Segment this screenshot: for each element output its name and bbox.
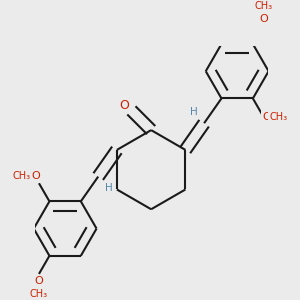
Text: CH₃: CH₃ — [254, 1, 272, 11]
Text: CH₃: CH₃ — [12, 171, 31, 181]
Text: O: O — [31, 171, 40, 181]
Text: O: O — [119, 99, 129, 112]
Text: H: H — [190, 106, 197, 117]
Text: CH₃: CH₃ — [269, 112, 287, 122]
Text: H: H — [105, 183, 112, 193]
Text: O: O — [262, 112, 271, 122]
Text: CH₃: CH₃ — [30, 289, 48, 299]
Text: O: O — [34, 276, 43, 286]
Text: O: O — [259, 14, 268, 24]
